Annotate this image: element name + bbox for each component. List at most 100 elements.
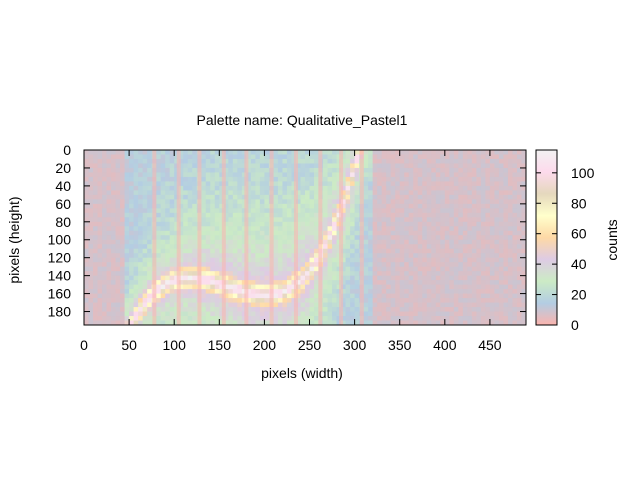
- heatmap-cell: [223, 244, 229, 250]
- heatmap-cell: [489, 284, 496, 290]
- heatmap-cell: [93, 271, 99, 277]
- heatmap-cell: [467, 316, 473, 322]
- heatmap-cell: [250, 320, 256, 325]
- heatmap-cell: [435, 199, 441, 205]
- heatmap-cell: [494, 217, 500, 223]
- heatmap-cell: [314, 199, 320, 205]
- heatmap-cell: [106, 158, 112, 165]
- heatmap-cell: [368, 185, 374, 191]
- heatmap-cell: [84, 275, 90, 281]
- heatmap-cell: [440, 167, 446, 174]
- heatmap-cell: [237, 316, 243, 322]
- heatmap-cell: [363, 284, 369, 290]
- heatmap-cell: [264, 217, 270, 223]
- heatmap-cell: [205, 248, 211, 254]
- heatmap-cell: [183, 257, 189, 263]
- heatmap-cell: [332, 212, 338, 218]
- heatmap-cell: [88, 275, 94, 281]
- x-tick-label: 150: [208, 337, 232, 353]
- heatmap-cell: [503, 181, 509, 187]
- heatmap-cell: [332, 266, 338, 272]
- heatmap-cell: [259, 289, 266, 295]
- heatmap-cell: [476, 253, 482, 259]
- heatmap-cell: [390, 203, 396, 209]
- heatmap-cell: [350, 271, 356, 277]
- heatmap-cell: [503, 203, 509, 209]
- heatmap-cell: [332, 230, 338, 236]
- heatmap-cell: [462, 316, 468, 322]
- heatmap-cell: [435, 302, 441, 308]
- heatmap-cell: [368, 244, 374, 250]
- heatmap-cell: [521, 293, 526, 299]
- heatmap-cell: [503, 239, 509, 245]
- heatmap-cell: [282, 293, 288, 299]
- heatmap-cell: [205, 293, 211, 299]
- heatmap-cell: [444, 230, 450, 236]
- heatmap-cell: [295, 203, 302, 209]
- heatmap-cell: [178, 217, 184, 223]
- heatmap-cell: [503, 275, 509, 281]
- heatmap-cell: [111, 150, 117, 156]
- heatmap-cell: [341, 235, 347, 241]
- heatmap-cell: [259, 199, 266, 205]
- heatmap-cell: [426, 230, 432, 236]
- heatmap-cell: [390, 172, 396, 178]
- heatmap-cell: [115, 172, 121, 178]
- heatmap-cell: [305, 230, 311, 236]
- heatmap-cell: [512, 316, 518, 322]
- heatmap-cell: [458, 266, 464, 272]
- heatmap-cell: [345, 150, 351, 156]
- heatmap-cell: [413, 284, 419, 290]
- x-tick-label: 200: [253, 337, 277, 353]
- heatmap-cell: [480, 275, 487, 281]
- heatmap-cell: [435, 293, 441, 299]
- heatmap-cell: [467, 172, 473, 178]
- heatmap-cell: [93, 172, 99, 178]
- heatmap-cell: [255, 150, 261, 156]
- heatmap-cell: [138, 172, 144, 178]
- heatmap-cell: [408, 226, 414, 232]
- heatmap-cell: [214, 190, 220, 196]
- heatmap-cell: [453, 248, 459, 254]
- heatmap-cell: [480, 194, 487, 200]
- heatmap-cell: [314, 208, 320, 214]
- heatmap-cell: [178, 239, 184, 245]
- heatmap-cell: [183, 271, 189, 277]
- heatmap-cell: [88, 181, 94, 187]
- heatmap-cell: [160, 244, 166, 250]
- heatmap-cell: [444, 212, 450, 218]
- heatmap-cell: [277, 298, 284, 304]
- heatmap-cell: [237, 203, 243, 209]
- heatmap-cell: [408, 163, 414, 169]
- heatmap-cell: [458, 167, 464, 174]
- heatmap-cell: [187, 284, 193, 290]
- heatmap-cell: [516, 158, 523, 165]
- heatmap-cell: [449, 181, 455, 187]
- heatmap-cell: [147, 172, 153, 178]
- heatmap-cell: [426, 311, 432, 317]
- heatmap-cell: [395, 217, 401, 223]
- heatmap-cell: [133, 158, 139, 165]
- heatmap-cell: [363, 163, 369, 169]
- heatmap-cell: [255, 167, 261, 174]
- heatmap-cell: [399, 262, 405, 268]
- heatmap-cell: [408, 199, 414, 205]
- heatmap-cell: [210, 293, 216, 299]
- heatmap-cell: [228, 289, 234, 295]
- heatmap-cell: [314, 163, 320, 169]
- heatmap-cell: [264, 244, 270, 250]
- heatmap-cell: [404, 172, 410, 178]
- heatmap-cell: [142, 248, 148, 254]
- heatmap-cell: [458, 244, 464, 250]
- heatmap-cell: [386, 185, 392, 191]
- heatmap-cell: [133, 275, 139, 281]
- heatmap-cell: [395, 311, 401, 317]
- heatmap-cell: [232, 275, 238, 281]
- heatmap-cell: [440, 266, 446, 272]
- heatmap-cell: [377, 289, 383, 295]
- heatmap-cell: [259, 244, 266, 250]
- heatmap-cell: [223, 163, 229, 169]
- heatmap-cell: [300, 203, 306, 209]
- heatmap-cell: [327, 239, 333, 245]
- heatmap-cell: [462, 235, 468, 241]
